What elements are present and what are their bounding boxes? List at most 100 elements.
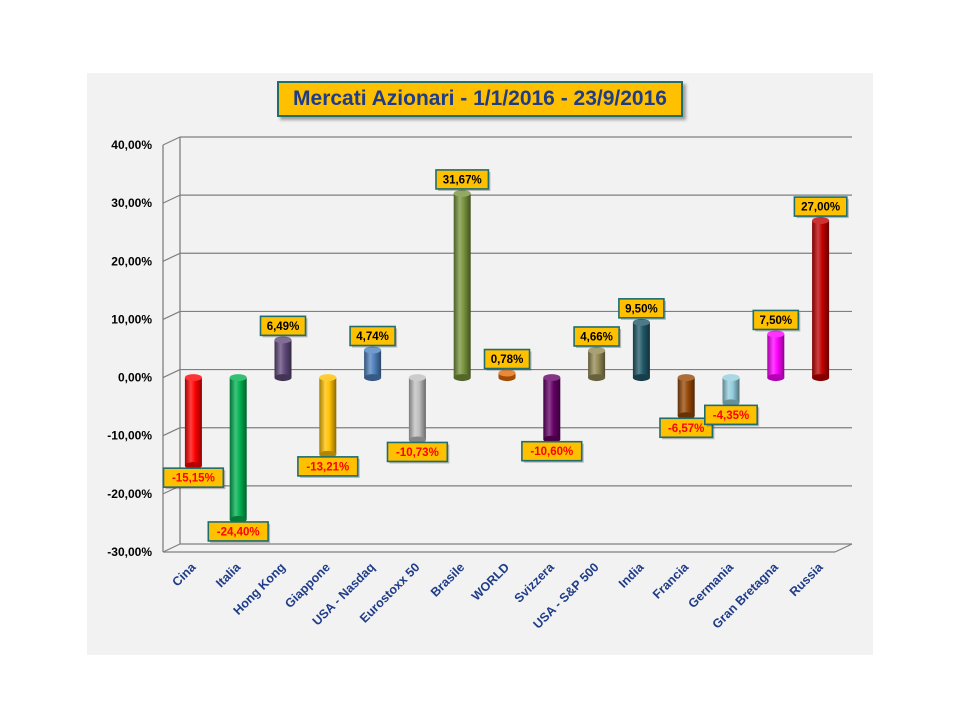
data-label-box [573, 326, 620, 347]
bar-cap [767, 330, 785, 338]
bar-cap [498, 369, 516, 377]
bar-cap [453, 189, 471, 197]
data-label: -4,35% [703, 404, 760, 427]
data-label-box [703, 404, 758, 426]
bar-usa-nasdaq [364, 346, 382, 382]
bar-cap [588, 346, 606, 354]
bar-body [677, 377, 695, 416]
y-tick-label: -10,00% [107, 429, 152, 443]
y-tick-label: -30,00% [107, 545, 152, 559]
bar-body [453, 193, 471, 378]
bar-usa-s-p-500 [588, 346, 606, 382]
bar-base [274, 374, 292, 382]
data-label: 7,50% [752, 309, 801, 332]
data-label: -10,60% [521, 440, 584, 463]
data-label-box [259, 315, 307, 337]
data-label-text: 7,50% [759, 315, 792, 327]
bar-base [364, 374, 382, 382]
bar-cap [722, 374, 740, 382]
bar-body [408, 377, 426, 440]
data-label: -10,73% [386, 441, 450, 464]
y-tick-label: 0,00% [118, 371, 152, 385]
data-label-box [162, 467, 225, 488]
y-tick-label: 40,00% [111, 138, 152, 152]
bar-base [588, 374, 606, 382]
bar-body [274, 339, 292, 378]
bar-body [229, 377, 247, 520]
y-tick-label: 10,00% [111, 312, 152, 326]
data-label: 6,49% [259, 315, 308, 338]
bar-cap [184, 374, 202, 382]
bar-body [767, 333, 785, 378]
data-label-text: 6,49% [267, 321, 300, 333]
data-label-box [618, 298, 665, 319]
data-label-text: 4,74% [356, 331, 389, 343]
bar-body [588, 350, 606, 378]
bar-base [453, 374, 471, 382]
bar-body [184, 377, 202, 466]
bar-cap [319, 374, 337, 382]
data-label-box [297, 456, 359, 477]
bar-germania [722, 374, 740, 407]
data-label: 4,74% [349, 325, 398, 348]
data-label-box [435, 169, 490, 190]
bar-hong-kong [274, 336, 292, 382]
chart-background [87, 73, 873, 655]
bar-base [632, 374, 650, 382]
data-label: 4,66% [573, 326, 622, 348]
data-label-box [793, 196, 848, 217]
data-label-text: -24,40% [217, 526, 260, 538]
bar-body [632, 322, 650, 378]
bar-cap [229, 374, 247, 382]
chart-title: Mercati Azionari - 1/1/2016 - 23/9/2016 [277, 81, 683, 117]
bar-body [812, 220, 830, 378]
bar-cap [543, 374, 561, 382]
bar-india [632, 318, 650, 382]
bar-russia [812, 217, 830, 382]
data-label-text: -10,60% [530, 446, 573, 458]
bar-cap [274, 336, 292, 344]
data-label-text: -4,35% [713, 410, 749, 422]
bar-italia [229, 374, 247, 523]
data-label-box [386, 441, 449, 463]
bar-svizzera [543, 374, 561, 443]
data-label: -24,40% [207, 521, 271, 543]
bar-cap [812, 217, 830, 225]
data-label-box [752, 309, 800, 331]
bar-cina [184, 374, 202, 470]
y-tick-label: -20,00% [107, 487, 152, 501]
data-label-text: -15,15% [172, 473, 215, 485]
data-label: 0,78% [483, 348, 532, 371]
gridline-depth [162, 427, 181, 437]
bar-cap [632, 318, 650, 326]
bar-body [543, 377, 561, 440]
gridline-depth [162, 369, 181, 379]
bar-body [722, 377, 740, 403]
y-tick-label: 30,00% [111, 196, 152, 210]
data-label: 27,00% [793, 196, 849, 219]
bar-base [812, 374, 830, 382]
data-label-text: -6,57% [668, 423, 704, 435]
data-label-text: -10,73% [396, 447, 439, 459]
data-label: -15,15% [162, 467, 226, 490]
bar-body [364, 350, 382, 378]
gridline-depth [162, 310, 181, 320]
data-label: -13,21% [297, 456, 360, 478]
bar-base [767, 374, 785, 382]
gridline-depth [162, 543, 181, 553]
bar-eurostoxx-50 [408, 374, 426, 444]
data-label-text: 31,67% [443, 174, 482, 186]
floor-depth-line [834, 543, 853, 553]
data-label-text: 27,00% [801, 202, 840, 214]
data-label-text: 0,78% [491, 354, 524, 366]
y-tick-label: 20,00% [111, 254, 152, 268]
bar-francia [677, 374, 695, 420]
gridline-depth [162, 194, 181, 204]
data-label-box [521, 440, 583, 462]
data-label-box [483, 348, 531, 370]
gridline-depth [162, 252, 181, 262]
bar-world [498, 369, 516, 382]
data-label-text: -13,21% [306, 461, 349, 473]
